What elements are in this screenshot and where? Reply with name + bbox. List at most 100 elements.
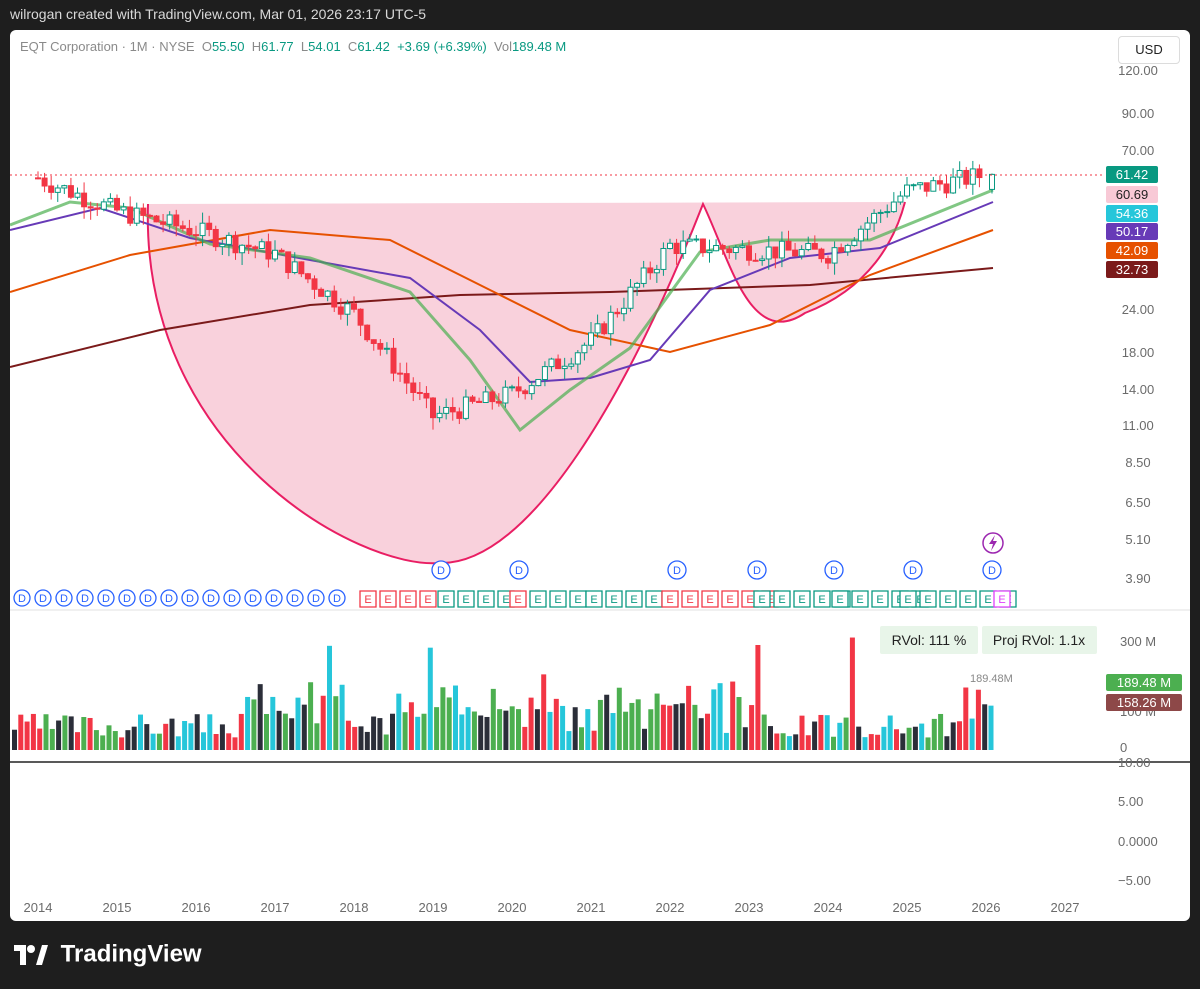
candle — [410, 377, 417, 402]
dividend-marker[interactable]: D — [118, 589, 136, 607]
earnings-marker[interactable]: E — [831, 590, 849, 608]
close-label: C — [347, 39, 358, 54]
dividend-marker[interactable]: D — [160, 589, 178, 607]
volume-bar — [125, 730, 131, 750]
earnings-marker[interactable]: E — [419, 590, 437, 608]
dividend-marker[interactable]: D — [431, 560, 451, 580]
earnings-marker[interactable]: E — [399, 590, 417, 608]
earnings-marker[interactable]: E — [813, 590, 831, 608]
earnings-marker[interactable]: E — [959, 590, 977, 608]
candle — [936, 175, 943, 191]
earnings-marker[interactable]: E — [851, 590, 869, 608]
earnings-marker[interactable]: E — [477, 590, 495, 608]
dividend-marker[interactable]: D — [265, 589, 283, 607]
oscillator-axis[interactable]: 10.00 5.00 0.0000 −5.00 — [1118, 755, 1158, 888]
price-badge: 50.17 — [1106, 223, 1158, 240]
dividend-marker[interactable]: D — [34, 589, 52, 607]
dividend-marker[interactable]: D — [139, 589, 157, 607]
time-tick-label: 2025 — [893, 900, 922, 915]
volume-bar — [383, 734, 389, 750]
dividend-marker[interactable]: D — [223, 589, 241, 607]
candle — [173, 209, 180, 237]
earnings-marker[interactable]: E — [645, 590, 663, 608]
osc-tick-label: 10.00 — [1118, 755, 1151, 770]
earnings-marker[interactable]: E — [661, 590, 679, 608]
dividend-marker[interactable]: D — [244, 589, 262, 607]
cup-pattern-fill — [147, 202, 905, 564]
dividend-marker[interactable]: D — [982, 560, 1002, 580]
volume-bar — [68, 716, 74, 750]
earnings-marker[interactable]: E — [701, 590, 719, 608]
dividend-marker[interactable]: D — [286, 589, 304, 607]
volume-bar — [327, 645, 332, 750]
dividend-marker[interactable]: D — [76, 589, 94, 607]
candle — [344, 299, 351, 326]
earnings-marker[interactable]: E — [549, 590, 567, 608]
candle — [574, 350, 581, 373]
earnings-marker[interactable]: E — [773, 590, 791, 608]
earnings-marker[interactable]: E — [529, 590, 547, 608]
dividend-marker[interactable]: D — [667, 560, 687, 580]
price-axis[interactable]: 120.00 90.00 70.00 24.00 18.00 14.00 11.00 8.50… — [1106, 63, 1158, 586]
dividend-marker[interactable]: D — [97, 589, 115, 607]
time-axis[interactable]: 2014 2015 2016 2017 2018 2019 2020 2021 2022 2023… — [24, 900, 1080, 915]
symbol-legend[interactable]: EQT Corporation · 1M · NYSE O55.50 H61.7… — [20, 39, 566, 54]
earnings-marker[interactable]: E — [437, 590, 455, 608]
earnings-marker[interactable]: E — [753, 590, 771, 608]
change-value: +3.69 (+6.39%) — [397, 39, 487, 54]
svg-text:E: E — [384, 594, 391, 606]
price-tick-label: 6.50 — [1125, 495, 1150, 510]
earnings-marker[interactable]: E — [871, 590, 889, 608]
volume-peak-label: 189.48M — [970, 673, 1013, 685]
earnings-marker[interactable]: E — [919, 590, 937, 608]
dividend-marker[interactable]: D — [55, 589, 73, 607]
dividend-marker[interactable]: D — [903, 560, 923, 580]
volume-bar — [43, 714, 49, 750]
earnings-marker[interactable]: E — [993, 590, 1011, 608]
volume-bar — [560, 705, 566, 750]
svg-text:D: D — [102, 593, 110, 605]
volume-bar — [793, 734, 799, 750]
volume-bar — [352, 726, 358, 750]
earnings-marker[interactable]: E — [359, 590, 377, 608]
dividend-marker[interactable]: D — [747, 560, 767, 580]
price-tick-label: 14.00 — [1122, 382, 1155, 397]
svg-text:E: E — [746, 594, 753, 606]
dividend-marker[interactable]: D — [307, 589, 325, 607]
volume-bar — [988, 705, 994, 750]
volume-bar — [824, 715, 830, 750]
earnings-marker[interactable]: E — [569, 590, 587, 608]
candle — [337, 298, 344, 320]
earnings-marker[interactable]: E — [605, 590, 623, 608]
volume-bar — [49, 728, 55, 750]
candle — [805, 236, 812, 252]
volume-bar — [320, 695, 326, 750]
volume-bar — [459, 714, 465, 750]
earnings-marker[interactable]: E — [625, 590, 643, 608]
dividend-marker[interactable]: D — [824, 560, 844, 580]
currency-button[interactable]: USD — [1118, 36, 1180, 64]
dividend-earnings-markers[interactable]: D D D D D D D D D D D D D D D DD D D D D D DE E E E E E E E E E E E E E E E E… — [13, 560, 1017, 608]
earnings-marker[interactable]: E — [379, 590, 397, 608]
earnings-marker[interactable]: E — [585, 590, 603, 608]
dividend-marker[interactable]: D — [13, 589, 31, 607]
dividend-marker[interactable]: D — [202, 589, 220, 607]
earnings-marker[interactable]: E — [681, 590, 699, 608]
dividend-marker[interactable]: D — [509, 560, 529, 580]
chart-canvas[interactable]: D D D D D D D D D D D D D D D DD D D D D D DE E E E E E E E E E E E E E E E E… — [10, 30, 1190, 921]
news-lightning-icon[interactable] — [982, 532, 1004, 554]
earnings-marker[interactable]: E — [457, 590, 475, 608]
dividend-marker[interactable]: D — [328, 589, 346, 607]
earnings-marker[interactable]: E — [721, 590, 739, 608]
volume-bar — [635, 699, 641, 750]
earnings-marker[interactable]: E — [793, 590, 811, 608]
time-tick-label: 2024 — [814, 900, 843, 915]
earnings-marker[interactable]: E — [899, 590, 917, 608]
earnings-marker[interactable]: E — [509, 590, 527, 608]
volume-bar — [138, 714, 143, 750]
svg-text:E: E — [514, 594, 521, 606]
earnings-marker[interactable]: E — [939, 590, 957, 608]
dividend-marker[interactable]: D — [181, 589, 199, 607]
